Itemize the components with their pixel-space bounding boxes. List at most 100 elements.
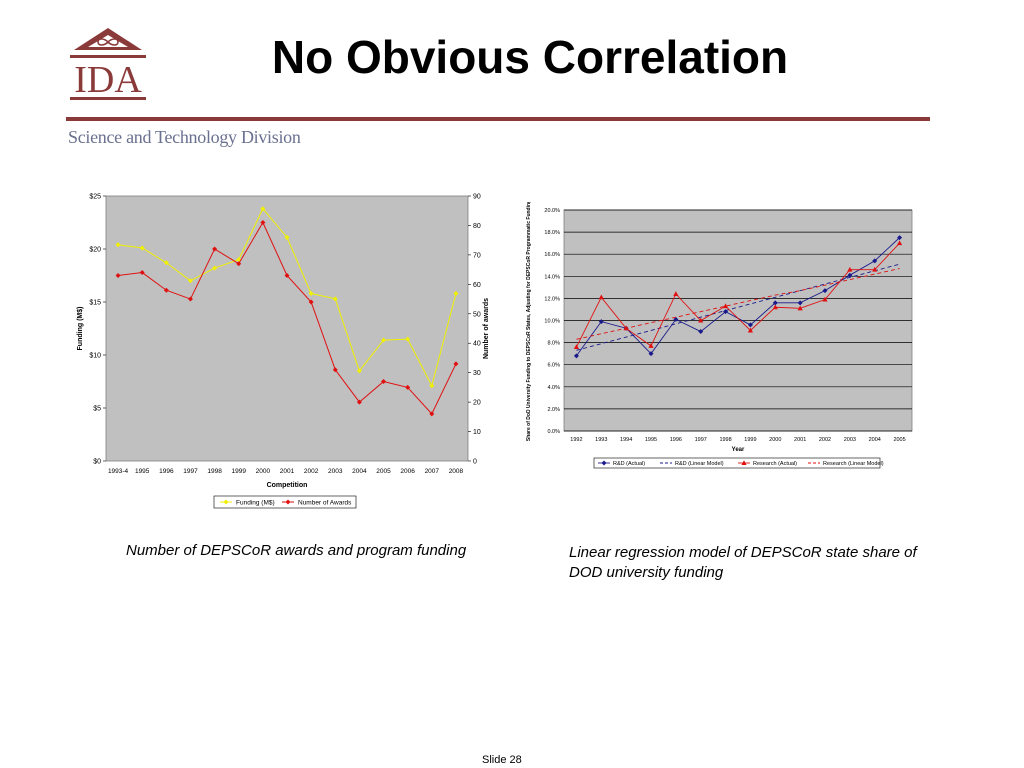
legend-marker <box>285 499 291 505</box>
y-tick-label: $5 <box>93 406 101 413</box>
y-tick-label: 6.0% <box>547 363 560 369</box>
division-name: Science and Technology Division <box>68 127 301 147</box>
data-point-0 <box>332 296 338 302</box>
x-tick-label: 2008 <box>449 468 464 475</box>
y-tick-label: 0.0% <box>547 429 560 435</box>
legend-marker <box>741 460 747 465</box>
legend-label: R&D (Linear Model) <box>675 461 724 467</box>
data-point-2 <box>772 304 778 310</box>
right-chart-caption: Linear regression model of DEPSCoR state… <box>569 544 917 581</box>
data-point-1 <box>187 296 193 302</box>
y2-tick-label: 0 <box>473 459 477 466</box>
y-tick-label: 14.0% <box>544 274 560 280</box>
y-tick-label: 4.0% <box>547 385 560 391</box>
data-point-0 <box>260 206 266 212</box>
y-tick-label: 8.0% <box>547 341 560 347</box>
data-point-1 <box>236 261 242 267</box>
data-point-0 <box>187 278 193 284</box>
x-tick-label: 1993 <box>595 437 607 443</box>
data-point-0 <box>405 336 411 342</box>
data-point-2 <box>847 266 853 272</box>
data-point-0 <box>308 291 314 297</box>
x-tick-label: 2006 <box>400 468 415 475</box>
data-point-2 <box>673 291 679 296</box>
y-tick-label: $25 <box>89 194 101 201</box>
data-point-0 <box>648 351 654 357</box>
data-point-0 <box>115 242 121 248</box>
legend-marker <box>223 499 229 505</box>
data-point-1 <box>381 379 387 384</box>
data-point-2 <box>598 294 604 300</box>
data-point-1 <box>356 399 362 405</box>
left-chart-caption: Number of DEPSCoR awards and program fun… <box>126 542 467 559</box>
y2-tick-label: 20 <box>473 400 481 407</box>
legend-label: Funding (M$) <box>236 500 275 507</box>
x-tick-label: 1999 <box>744 437 756 443</box>
data-point-0 <box>356 368 362 374</box>
y-tick-label: 12.0% <box>544 296 560 302</box>
x-tick-label: 1998 <box>719 437 731 443</box>
legend-label: R&D (Actual) <box>613 461 645 467</box>
regression-chart: 0.0% 2.0% 4.0% 6.0% 8.0% 10.0% 12.0% 14.0% 16.0%… <box>526 202 913 469</box>
series-line-2 <box>576 242 900 348</box>
x-axis-title: Year <box>732 447 745 453</box>
x-axis-title: Competition <box>267 482 308 489</box>
x-tick-label: 2002 <box>304 468 319 475</box>
x-tick-label: 1995 <box>645 437 657 443</box>
x-tick-label: 2002 <box>819 437 831 443</box>
y2-tick-label: 40 <box>473 341 481 348</box>
y-tick-label: $15 <box>89 300 101 307</box>
x-tick-label: 2004 <box>352 468 367 475</box>
data-point-1 <box>332 367 338 373</box>
legend-label: Research (Actual) <box>753 461 797 467</box>
data-point-2 <box>698 317 704 323</box>
data-point-1 <box>429 411 435 417</box>
data-point-0 <box>429 383 435 389</box>
data-point-0 <box>236 257 242 263</box>
y-axis-title: Funding (M$) <box>77 307 84 351</box>
data-point-1 <box>115 273 121 278</box>
x-tick-label: 2000 <box>256 468 271 475</box>
data-point-0 <box>453 291 459 297</box>
data-point-0 <box>872 258 878 264</box>
data-point-2 <box>722 303 729 309</box>
data-point-1 <box>405 384 411 390</box>
y2-tick-label: 80 <box>473 223 481 230</box>
data-point-2 <box>648 343 654 348</box>
data-point-0 <box>698 329 704 335</box>
x-tick-label: 1996 <box>159 468 174 475</box>
data-point-2 <box>896 240 903 246</box>
data-point-0 <box>212 265 218 271</box>
data-point-0 <box>822 288 828 294</box>
x-tick-label: 1997 <box>183 468 198 475</box>
logo-text: IDA <box>74 59 142 101</box>
x-tick-label: 1995 <box>135 468 150 475</box>
plot-area <box>105 195 469 462</box>
data-point-0 <box>163 260 169 266</box>
header-divider <box>66 117 930 121</box>
x-tick-label: 2005 <box>893 437 905 443</box>
data-point-1 <box>308 299 314 305</box>
ida-logo: IDA <box>70 28 146 101</box>
x-tick-label: 2005 <box>376 468 391 475</box>
y-tick-label: 20.0% <box>544 208 560 214</box>
y2-axis-title: Number of awards <box>483 298 490 359</box>
x-tick-label: 1999 <box>231 468 246 475</box>
y-tick-label: $20 <box>89 247 101 254</box>
y2-tick-label: 10 <box>473 429 481 436</box>
page-title: No Obvious Correlation <box>271 31 789 83</box>
y2-tick-label: 70 <box>473 252 481 259</box>
y-tick-label: 18.0% <box>544 230 560 236</box>
y-tick-label: $10 <box>89 353 101 360</box>
data-point-0 <box>381 337 387 343</box>
data-point-0 <box>598 319 604 325</box>
legend-label: Research (Linear Model) <box>823 461 884 467</box>
data-point-1 <box>453 361 459 367</box>
data-point-0 <box>673 316 679 322</box>
x-tick-label: 1997 <box>695 437 707 443</box>
slide-number: Slide 28 <box>482 754 522 766</box>
data-point-1 <box>212 246 218 252</box>
data-point-2 <box>573 344 580 350</box>
x-tick-label: 1992 <box>570 437 582 443</box>
x-tick-label: 2003 <box>844 437 856 443</box>
